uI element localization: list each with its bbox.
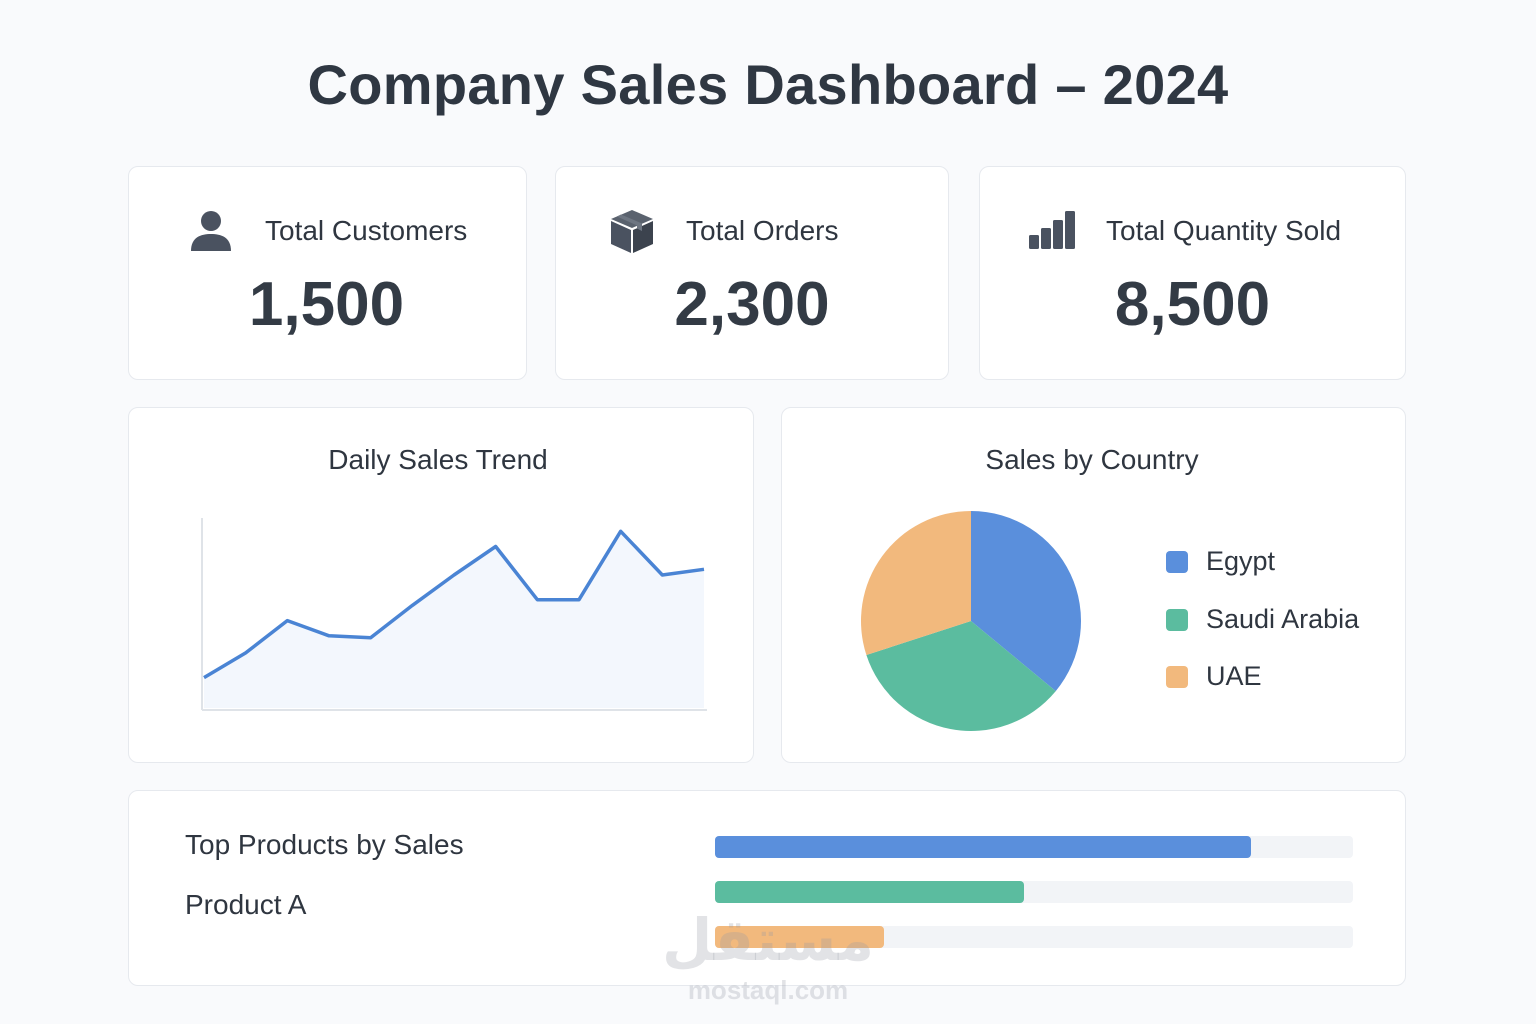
watermark-logo: مستقل mostaql.com [640,905,896,1006]
legend-swatch [1166,550,1188,573]
legend-label: UAE [1206,661,1262,691]
sales-by-country-panel: Sales by Country Egypt Saudi Arabia UAE [781,407,1406,763]
legend-label: Saudi Arabia [1206,604,1360,634]
product-label: Product A [185,889,307,920]
legend-item-saudi-arabia: Saudi Arabia [1166,604,1359,635]
kpi-label: Total Quantity Sold [1106,215,1342,246]
kpi-value: 1,500 [248,270,405,339]
section-title: Top Products by Sales [185,829,464,860]
kpi-value: 8,500 [1114,270,1271,339]
product-bar-track [715,836,1353,858]
legend-swatch [1166,608,1188,631]
chart-title: Sales by Country [985,444,1199,475]
pie-slice-saudi-arabia [866,621,1056,731]
line-chart [201,518,707,711]
kpi-value: 2,300 [674,270,830,339]
pie-slice-egypt [971,511,1081,692]
top-products-panel: Top Products by Sales Product A [128,790,1406,986]
kpi-card-customers: Total Customers 1,500 [128,166,527,380]
daily-sales-trend-panel: Daily Sales Trend [128,407,754,763]
page-title: Company Sales Dashboard – 2024 [307,53,1229,116]
kpi-card-quantity: Total Quantity Sold 8,500 [979,166,1406,380]
bar-chart-icon [1029,211,1075,249]
user-icon [191,211,231,251]
product-bar-fill [715,881,1025,903]
pie-chart [861,511,1081,731]
box-icon [611,210,653,253]
kpi-card-orders: Total Orders 2,300 [555,166,949,380]
product-bar-track [715,881,1353,903]
watermark-latin: mostaql.com [687,975,849,1005]
kpi-label: Total Customers [265,215,468,246]
product-bar-fill [715,836,1251,858]
legend-label: Egypt [1206,546,1276,576]
watermark-arabic: مستقل [661,906,875,974]
pie-slice-uae [861,511,971,655]
trend-line [203,529,705,680]
legend-item-uae: UAE [1166,661,1262,692]
kpi-label: Total Orders [686,215,839,246]
product-bar-track [715,926,1353,948]
trend-area [204,531,704,708]
legend-swatch [1166,665,1188,688]
legend-item-egypt: Egypt [1166,546,1275,577]
chart-title: Daily Sales Trend [328,444,548,475]
product-bar-fill [715,926,885,948]
